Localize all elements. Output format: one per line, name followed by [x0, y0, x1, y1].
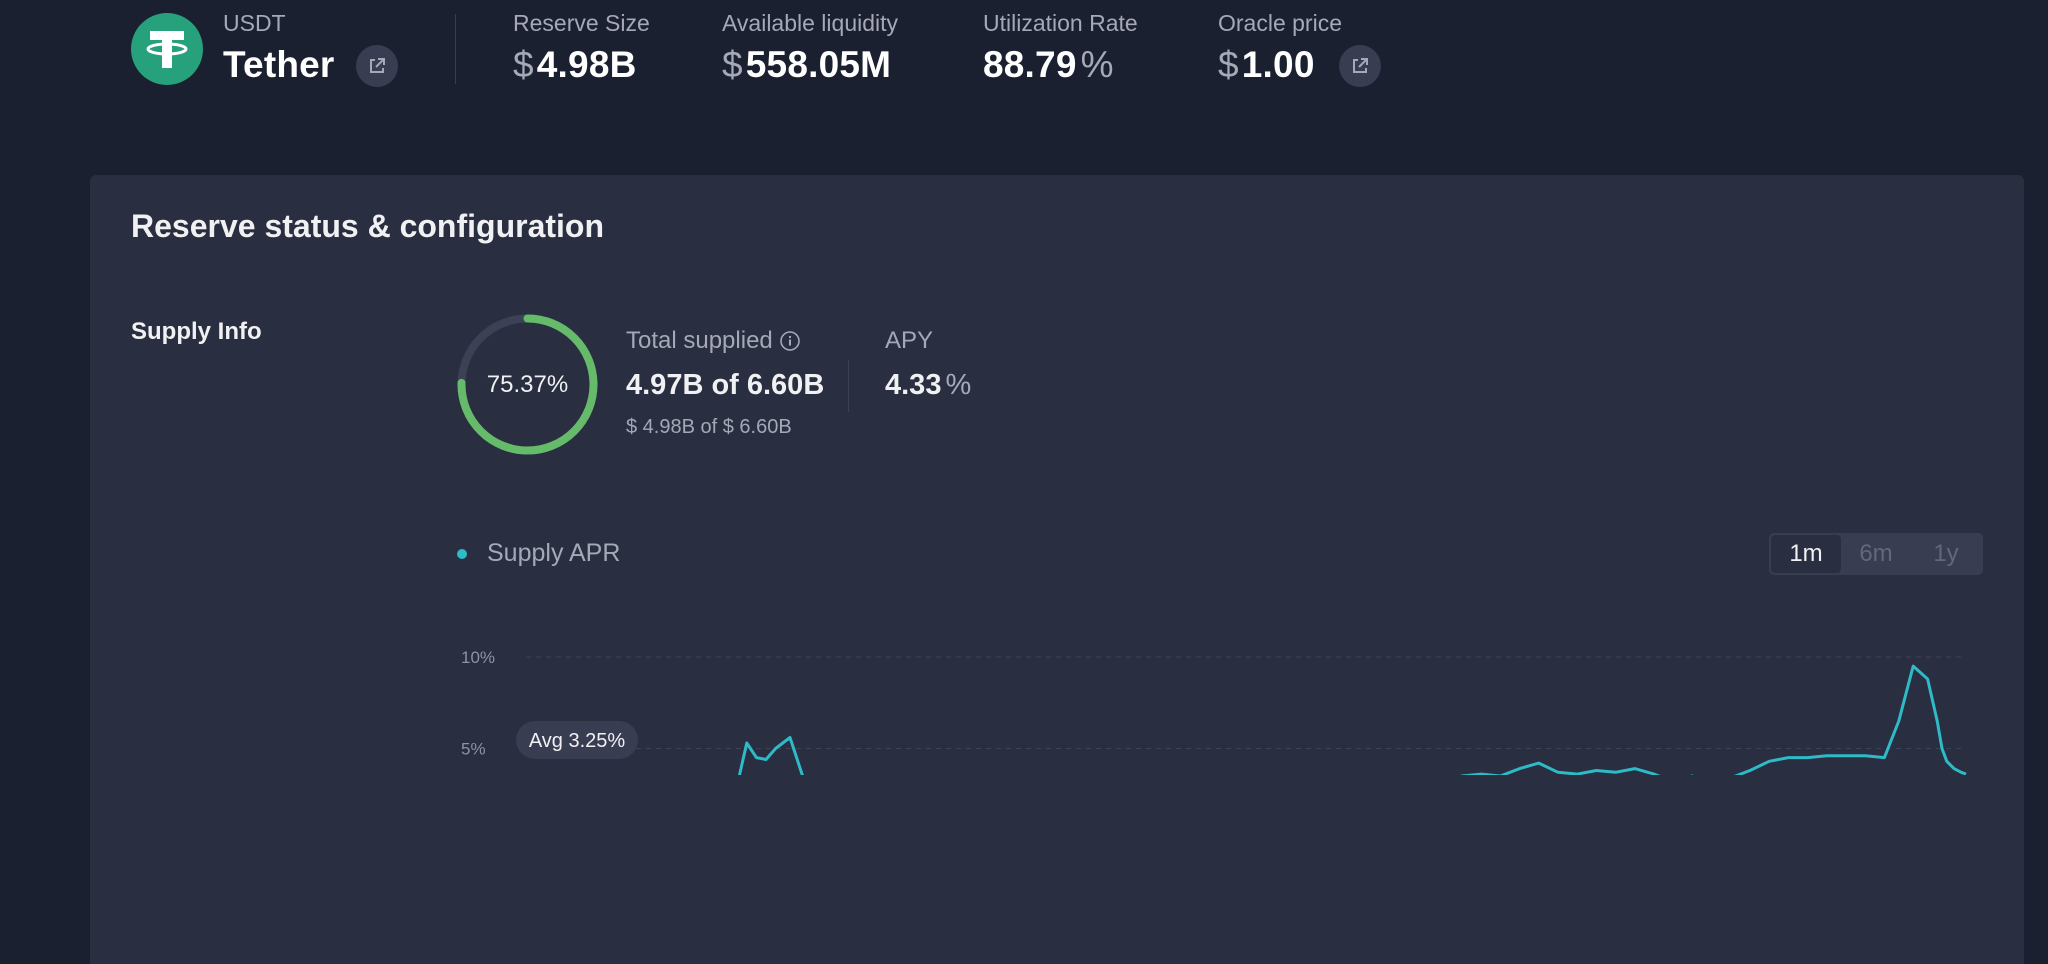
y-tick-label: 5%	[461, 740, 486, 759]
y-tick-label: 10%	[461, 648, 495, 667]
supply-progress-ring	[457, 314, 598, 455]
time-range-selector: 1m 6m 1y	[1769, 533, 1983, 575]
oracle-price-label: Oracle price	[1218, 10, 1342, 36]
total-supplied-label: Total supplied	[626, 327, 801, 355]
supply-apr-legend-label: Supply APR	[487, 539, 621, 567]
tether-logo-icon	[131, 13, 203, 85]
supply-percent-text: 75.37%	[486, 370, 569, 398]
oracle-price-value: $1.00	[1218, 44, 1315, 85]
range-1m-button[interactable]: 1m	[1771, 535, 1841, 573]
utilization-rate-value: 88.79%	[983, 44, 1114, 85]
apy-label: APY	[885, 327, 934, 354]
card-title: Reserve status & configuration	[131, 208, 604, 244]
asset-external-link-button[interactable]	[356, 45, 398, 87]
external-link-icon	[1353, 58, 1368, 73]
average-badge	[516, 721, 638, 759]
reserve-size-value: $4.98B	[513, 44, 637, 85]
reserve-size-label: Reserve Size	[513, 10, 650, 36]
reserve-header: USDT Tether Reserve Size $4.98B Availabl…	[0, 0, 2048, 175]
supply-progress-arc	[457, 314, 598, 455]
available-liquidity-label: Available liquidity	[722, 10, 899, 36]
range-6m-button[interactable]: 6m	[1859, 540, 1893, 567]
oracle-external-link-button[interactable]	[1339, 45, 1381, 87]
average-badge-label: Avg 3.25%	[529, 730, 626, 752]
total-supplied-usd: $ 4.98B of $ 6.60B	[626, 416, 792, 438]
utilization-rate-label: Utilization Rate	[983, 10, 1138, 36]
header-divider	[455, 14, 456, 84]
supply-apr-legend-dot	[457, 549, 467, 559]
total-supplied-value: 4.97B of 6.60B	[626, 369, 825, 401]
range-1y-button[interactable]: 1y	[1933, 540, 1959, 567]
reserve-status-card: Reserve status & configuration Supply In…	[90, 175, 2024, 964]
apy-value: 4.33%	[885, 369, 972, 401]
asset-name: Tether	[223, 44, 335, 85]
external-link-icon	[370, 58, 385, 73]
supply-info-label: Supply Info	[131, 318, 262, 345]
supply-divider	[848, 360, 849, 412]
asset-symbol: USDT	[223, 10, 286, 36]
supply-apr-chart: 0%5%10%Jun 22Jun 29Jul 06Jul 13Avg 3.25%	[461, 648, 1967, 775]
supply-apr-line	[737, 664, 1967, 775]
info-icon[interactable]	[779, 330, 801, 352]
available-liquidity-value: $558.05M	[722, 44, 892, 85]
